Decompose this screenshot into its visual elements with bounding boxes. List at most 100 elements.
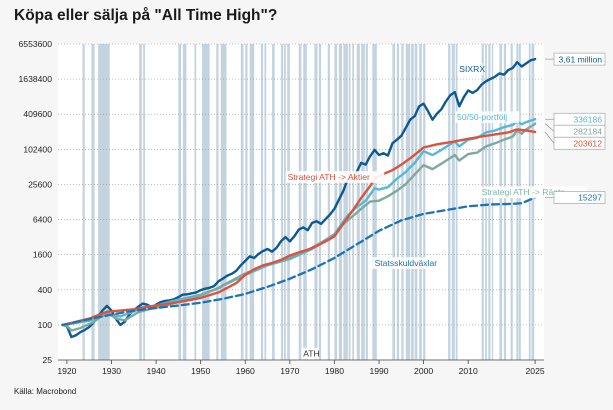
annotation-bg xyxy=(455,111,520,123)
ath-band xyxy=(455,44,458,360)
y-tick-label: 400 xyxy=(38,285,53,295)
ath-band xyxy=(220,44,227,360)
x-tick-label: 1920 xyxy=(57,366,76,376)
x-tick-label: 2010 xyxy=(459,366,478,376)
series-lines xyxy=(61,57,537,339)
ath-band xyxy=(260,44,264,360)
ath-band xyxy=(485,44,487,360)
series-line-statsskuldv-xlar xyxy=(61,196,537,327)
ath-band xyxy=(272,44,275,360)
end-label-leader xyxy=(544,123,555,132)
chart-title: Köpa eller sälja på "All Time High"? xyxy=(14,7,278,24)
end-labels: 3,61 million 336186 282184 203612 15297 xyxy=(544,52,606,204)
annotation-bg xyxy=(301,347,319,360)
x-tick-label: 2000 xyxy=(414,366,433,376)
ath-band xyxy=(365,44,368,360)
ath-band xyxy=(451,44,455,360)
ath-band xyxy=(240,44,244,360)
end-label-box xyxy=(553,191,606,204)
ath-band xyxy=(499,44,503,360)
x-tick-label: 1990 xyxy=(369,366,388,376)
y-axis: 25 100 400 1600 6400 25600 102400 409600 1638400… xyxy=(19,39,53,365)
end-label-strategi-ath-aktier: 203612 xyxy=(573,138,602,148)
ath-band xyxy=(287,44,290,360)
y-tick-label: 25600 xyxy=(28,179,52,189)
y-tick-label: 25 xyxy=(42,355,52,365)
annotation-bg xyxy=(457,63,483,76)
ath-band xyxy=(448,44,451,360)
annotation-sixrx: SIXRX xyxy=(459,64,485,74)
ath-band xyxy=(516,44,519,360)
ath-band xyxy=(414,44,418,360)
ath-band xyxy=(280,44,284,360)
ath-band xyxy=(245,44,248,360)
y-tick-label: 1638400 xyxy=(19,74,53,84)
y-tick-label: 6400 xyxy=(33,215,52,225)
y-tick-label: 100 xyxy=(38,320,53,330)
ath-band xyxy=(491,44,494,360)
y-tick-label: 1600 xyxy=(33,250,52,260)
ath-band xyxy=(531,44,535,360)
ath-band xyxy=(139,44,142,360)
ath-band xyxy=(143,44,145,360)
ath-band xyxy=(327,44,330,360)
ath-band xyxy=(334,44,338,360)
source-note: Källa: Macrobond xyxy=(14,387,77,396)
ath-band xyxy=(352,44,355,360)
ath-band xyxy=(423,44,426,360)
x-tick-label: 1950 xyxy=(191,366,210,376)
ath-band xyxy=(216,44,219,360)
ath-band xyxy=(503,44,507,360)
ath-band xyxy=(182,44,187,360)
ath-band xyxy=(98,44,110,360)
end-label-statsskuldv-xlar: 15297 xyxy=(578,193,602,203)
ath-band xyxy=(264,44,267,360)
x-tick-label: 1980 xyxy=(325,366,344,376)
series-line-sixrx xyxy=(61,57,537,339)
ath-band xyxy=(314,44,318,360)
end-label-series-2: 282184 xyxy=(573,126,602,136)
ath-band xyxy=(396,44,400,360)
end-label-sixrx: 3,61 million xyxy=(559,54,603,64)
ath-band xyxy=(249,44,255,360)
ath-band xyxy=(318,44,322,360)
ath-band xyxy=(405,44,411,360)
ath-band xyxy=(343,44,348,360)
series-line-series-2 xyxy=(61,122,537,332)
ath-band xyxy=(481,44,484,360)
annotation-strategi-ath-r-nts: Strategi ATH -> Ränts... xyxy=(482,187,572,197)
x-tick-label: 1930 xyxy=(102,366,121,376)
ath-band xyxy=(178,44,182,360)
annotation-50-50-portf-lj: 50/50-portfölj xyxy=(457,112,507,122)
annotation-strategi-ath-aktier: Strategi ATH -> Aktier xyxy=(288,172,370,182)
annotation-bg xyxy=(285,171,385,183)
ath-band xyxy=(419,44,422,360)
ath-band xyxy=(411,44,414,360)
ath-band xyxy=(488,44,491,360)
end-label-50-50-portf-lj: 336186 xyxy=(573,114,602,124)
ath-band xyxy=(284,44,286,360)
ath-band xyxy=(298,44,302,360)
x-tick-label: 1970 xyxy=(280,366,299,376)
y-tick-label: 102400 xyxy=(23,144,52,154)
ath-band xyxy=(82,44,85,360)
x-tick-label: 2025 xyxy=(526,366,545,376)
y-tick-label: 409600 xyxy=(23,109,52,119)
ath-band xyxy=(194,44,197,360)
annotation-bg xyxy=(479,186,587,199)
annotation-statsskuldv-xlar: Statsskuldväxlar xyxy=(375,258,438,268)
end-label-leader xyxy=(544,131,555,144)
ath-bands xyxy=(58,44,544,360)
ath-band xyxy=(348,44,351,360)
x-tick-label: 1960 xyxy=(236,366,255,376)
ath-band xyxy=(401,44,404,360)
annotation-ath: ATH xyxy=(303,348,320,358)
ath-band xyxy=(91,44,95,360)
ath-band xyxy=(528,44,531,360)
end-label-box xyxy=(553,136,606,150)
annotation-bg xyxy=(372,257,446,269)
ath-band xyxy=(392,44,396,360)
ath-band xyxy=(338,44,343,360)
x-tick-label: 1940 xyxy=(147,366,166,376)
